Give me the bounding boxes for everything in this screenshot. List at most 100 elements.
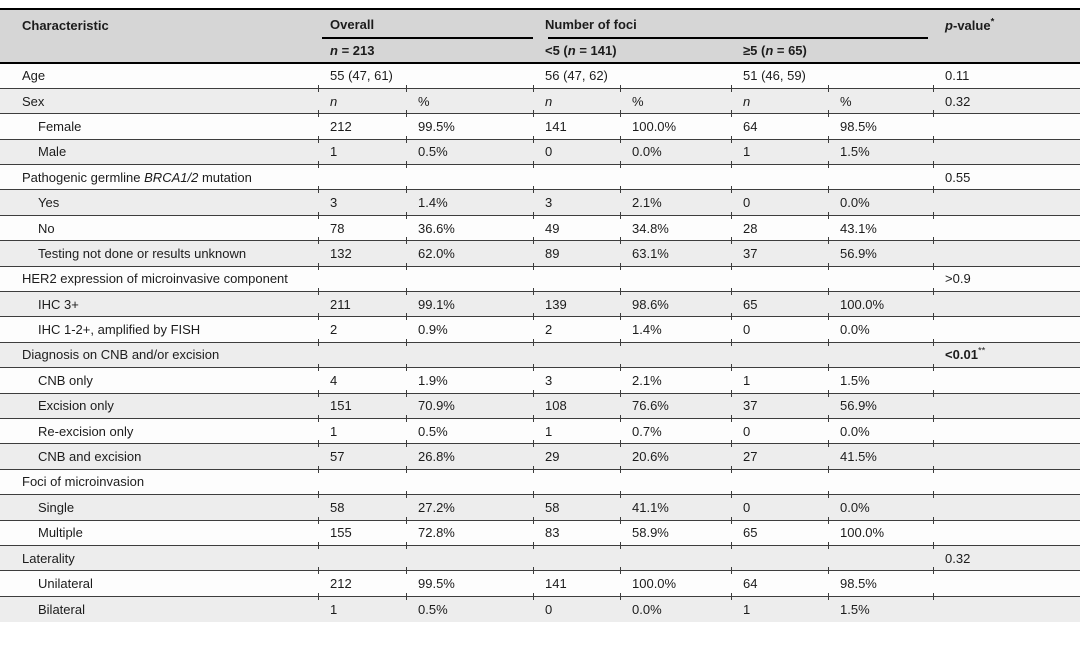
subheader-ge5: ≥5 (n = 65) <box>731 39 934 64</box>
footnote-marker-double: ** <box>977 346 986 358</box>
p-value-cell <box>932 109 1080 140</box>
cell-ge5-n: 1 <box>730 135 828 166</box>
cell-overall-n: 1 <box>317 592 406 621</box>
cell-ge5-n: 0 <box>730 414 828 445</box>
cell-lt5-pct: 98.6% <box>619 287 731 318</box>
cell-lt5-pct: 76.6% <box>619 389 731 419</box>
cell-lt5-n: 0 <box>532 592 620 621</box>
row-label-text: BRCA1/2 <box>144 169 199 185</box>
cell-ge5-n: 1 <box>730 363 828 394</box>
p-value: 0.32 <box>945 93 971 109</box>
cell-overall-pct: 0.5% <box>405 414 533 445</box>
lt5-prefix: <5 ( <box>545 43 568 58</box>
row-label-text: Unilateral <box>38 576 93 591</box>
cell-overall-n: 4 <box>317 363 406 394</box>
cell-ge5-n <box>730 465 828 496</box>
cell-overall-n <box>317 465 406 496</box>
p-value-cell <box>932 363 1080 394</box>
cell-overall-pct <box>405 465 533 496</box>
cell-overall-n <box>317 160 406 191</box>
cell-ge5-pct <box>827 465 934 496</box>
cell-ge5-pct: 1.5% <box>827 363 934 394</box>
row-label: No <box>0 215 318 242</box>
cell-lt5-pct <box>619 541 731 572</box>
table-row: Bilateral 1 0.5% 0 0.0% 1 1.5% <box>0 592 1080 622</box>
cell-ge5-pct: 1.5% <box>827 592 933 621</box>
cell-ge5-n: 65 <box>730 515 828 546</box>
footnote-marker-single: * <box>990 16 995 28</box>
cell-lt5-pct: 100.0% <box>619 566 731 597</box>
cell-overall-pct: 0.5% <box>405 592 533 621</box>
row-label: Single <box>0 494 318 521</box>
table-row: Laterality 0.32 <box>0 541 1080 572</box>
cell-lt5-n <box>532 541 620 572</box>
p-value-cell: <0.01** <box>932 338 1080 369</box>
col-header-p-value: p-value* <box>933 9 1080 64</box>
cell-ge5-n: 64 <box>730 109 828 140</box>
p-value-cell <box>932 185 1080 216</box>
cell-ge5-n: 1 <box>730 592 828 621</box>
table-row: Yes 3 1.4% 3 2.1% 0 0.0% <box>0 185 1080 216</box>
p-value-cell <box>932 490 1080 521</box>
cell-overall-n: 2 <box>317 312 406 343</box>
row-label-text: Diagnosis on CNB and/or excision <box>22 347 220 363</box>
cell-ge5-pct: 0.0% <box>827 185 934 216</box>
cell-lt5-pct: 1.4% <box>619 312 731 343</box>
cell-ge5-pct: 100.0% <box>827 515 934 546</box>
table-row: Single 58 27.2% 58 41.1% 0 0.0% <box>0 490 1080 521</box>
cell-overall-pct: 70.9% <box>405 389 533 419</box>
cell-lt5-n: 83 <box>532 515 620 546</box>
cell-lt5-n <box>532 262 620 293</box>
row-label-text: Excision only <box>38 398 114 414</box>
p-value-cell <box>932 414 1080 445</box>
table-row: Pathogenic germline BRCA1/2 mutation 0.55 <box>0 160 1080 191</box>
row-label: Foci of microinvasion <box>0 469 318 496</box>
characteristics-table: Characteristic Overall Number of foci p-… <box>0 8 1080 622</box>
cell-lt5-n: 1 <box>532 414 620 445</box>
cell-ge5-n <box>730 541 828 572</box>
row-label: Male <box>0 139 318 166</box>
cell-ge5-n: 37 <box>730 236 828 267</box>
cell-ge5-n: 0 <box>730 312 828 343</box>
row-label-text: Bilateral <box>38 601 85 617</box>
row-label-text: Multiple <box>38 525 83 541</box>
row-label: HER2 expression of microinvasive compone… <box>0 266 318 293</box>
p-value-cell <box>932 592 1080 621</box>
n-count: = 213 <box>337 43 375 58</box>
p-value: 0.32 <box>945 550 971 566</box>
cell-lt5-n: 3 <box>532 185 620 216</box>
cell-lt5-pct <box>619 465 731 496</box>
row-label: CNB only <box>0 367 318 394</box>
subheader-lt5: <5 (n = 141) <box>533 39 731 64</box>
cell-lt5-n: 49 <box>532 211 620 242</box>
p-value-cell <box>932 566 1080 597</box>
row-label: IHC 3+ <box>0 291 318 318</box>
cell-ge5-n <box>730 160 828 191</box>
cell-ge5-n <box>730 262 828 293</box>
table-row: CNB and excision 57 26.8% 29 20.6% 27 41.5% <box>0 439 1080 470</box>
cell-lt5-pct: 63.1% <box>619 236 731 267</box>
cell-lt5-pct <box>619 338 731 369</box>
row-label-text: Yes <box>38 195 60 211</box>
cell-overall-pct: % <box>405 84 533 115</box>
cell-ge5-pct: 56.9% <box>827 389 934 419</box>
cell-overall-n: 211 <box>317 287 406 318</box>
cell-overall-pct: 0.5% <box>405 135 533 166</box>
cell-ge5-pct <box>827 338 934 369</box>
cell-overall-pct: 0.9% <box>405 312 533 343</box>
p-value-cell <box>932 439 1080 470</box>
p-value-cell: 0.32 <box>932 541 1080 572</box>
row-label: Excision only <box>0 393 318 419</box>
row-label: Pathogenic germline BRCA1/2 mutation <box>0 164 318 191</box>
cell-ge5-pct <box>827 541 934 572</box>
cell-overall-n: 212 <box>317 566 406 597</box>
cell-ge5-pct <box>827 160 934 191</box>
cell-ge5-n: 65 <box>730 287 828 318</box>
cell-overall-pct <box>405 160 533 191</box>
cell-lt5-pct: 20.6% <box>619 439 731 470</box>
cell-lt5-n: 139 <box>532 287 620 318</box>
cell-lt5-n: 141 <box>532 109 620 140</box>
row-label: Yes <box>0 189 318 216</box>
cell-overall-pct: 1.9% <box>405 363 533 394</box>
cell-overall-pct: 99.5% <box>405 566 533 597</box>
